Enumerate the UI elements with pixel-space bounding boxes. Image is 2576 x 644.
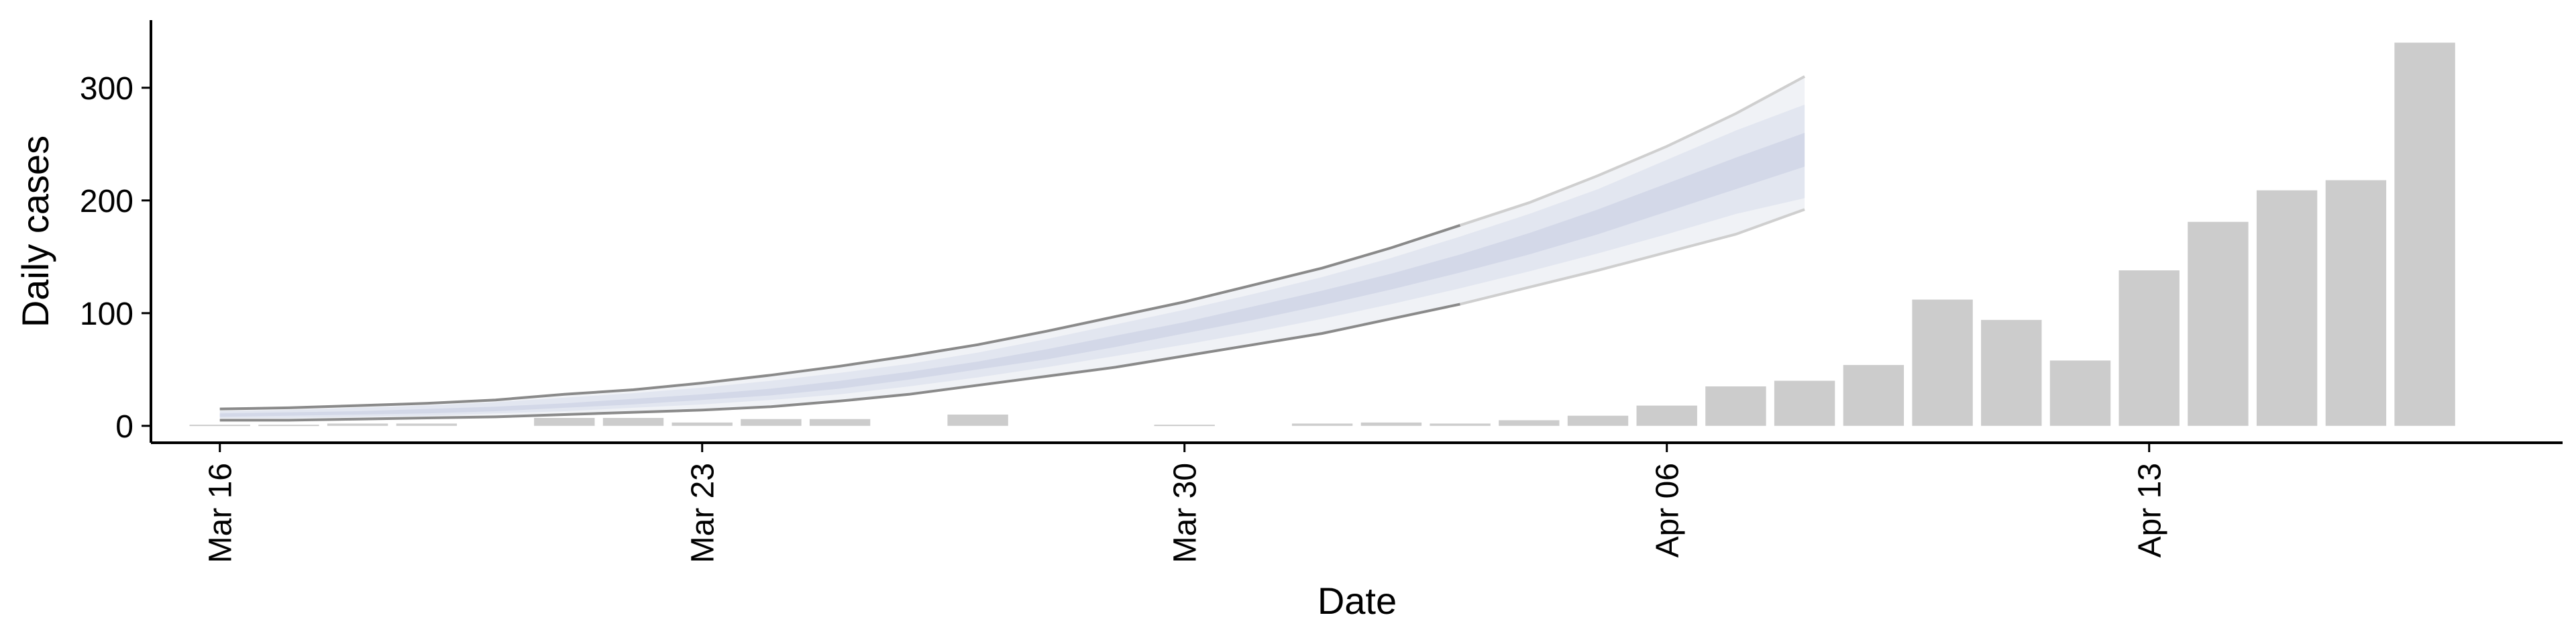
bar-2020-04-05 — [1567, 415, 1629, 426]
nowcast-band-inner — [219, 133, 1805, 417]
x-ticks: Mar 16 Mar 23 Mar 30 Apr 06 Apr 13 — [203, 443, 2168, 563]
bar-2020-04-10 — [1912, 299, 1973, 426]
nowcast-band-layer — [219, 75, 1806, 422]
bar-2020-03-17 — [258, 425, 319, 427]
bar-2020-04-04 — [1499, 420, 1560, 426]
bar-2020-03-18 — [327, 423, 388, 426]
bar-2020-04-06 — [1636, 405, 1697, 426]
bar-2020-03-22 — [602, 418, 664, 426]
bar-2020-04-14 — [2188, 221, 2249, 426]
bar-2020-03-21 — [534, 418, 595, 426]
x-tick-label: Mar 23 — [686, 463, 721, 563]
bar-2020-03-23 — [672, 422, 733, 426]
bar-2020-04-12 — [2049, 360, 2111, 426]
bar-2020-03-27 — [947, 415, 1008, 426]
x-tick-label: Apr 13 — [2133, 463, 2168, 557]
bar-2020-03-19 — [396, 423, 458, 426]
y-tick-label: 0 — [115, 409, 133, 445]
x-tick-label: Mar 16 — [203, 463, 239, 563]
nowcast-upper-line-recent — [1459, 75, 1806, 227]
bar-2020-04-09 — [1843, 365, 1904, 426]
y-tick-label: 200 — [80, 184, 133, 219]
bar-2020-03-25 — [809, 419, 871, 426]
x-tick-label: Apr 06 — [1650, 463, 1686, 557]
y-tick-label: 100 — [80, 297, 133, 332]
bar-2020-04-17 — [2394, 42, 2455, 426]
x-tick-label: Mar 30 — [1168, 463, 1203, 563]
bar-2020-03-30 — [1154, 425, 1215, 427]
bar-2020-03-24 — [741, 419, 802, 426]
nowcast-upper-line — [219, 223, 1461, 411]
nowcast-lower-line — [219, 303, 1461, 422]
bar-2020-04-11 — [1981, 319, 2042, 426]
x-axis-title: Date — [1318, 580, 1397, 622]
nowcast-band-mid — [219, 105, 1805, 418]
bar-2020-04-08 — [1774, 380, 1835, 426]
y-axis-title: Daily cases — [14, 136, 56, 327]
bar-2020-03-16 — [189, 425, 250, 427]
bar-2020-04-16 — [2325, 180, 2387, 426]
axis-layer — [150, 20, 2563, 444]
bar-2020-04-15 — [2256, 190, 2318, 426]
bar-2020-04-13 — [2118, 270, 2180, 426]
y-tick-label: 300 — [80, 71, 133, 107]
bar-layer — [189, 42, 2455, 427]
nowcast-lower-line-recent — [1460, 208, 1805, 306]
bar-2020-04-02 — [1360, 422, 1422, 426]
y-ticks: 0 100 200 300 — [80, 71, 151, 445]
bar-2020-04-01 — [1291, 423, 1353, 426]
bar-2020-04-03 — [1430, 423, 1491, 426]
bar-2020-04-07 — [1705, 386, 1766, 426]
